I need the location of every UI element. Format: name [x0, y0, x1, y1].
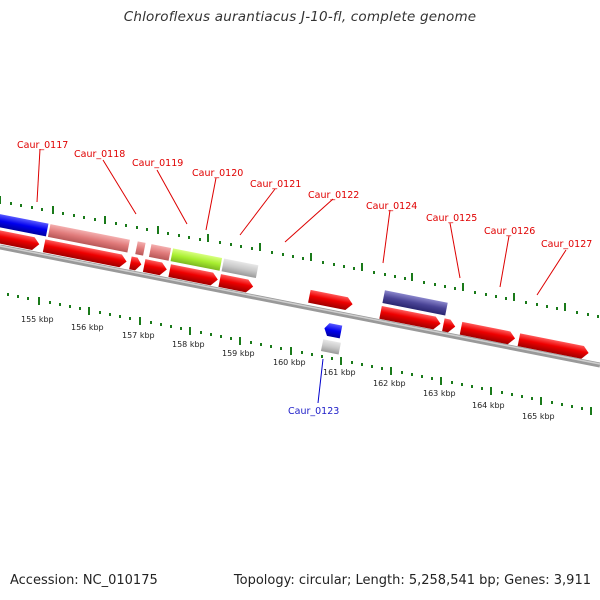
scale-label: 163 kbp — [423, 389, 456, 398]
accession-label: Accession: NC_010175 — [10, 573, 158, 588]
gene-arrow-caur0120[interactable] — [142, 259, 168, 276]
gene-arrow-caur0122[interactable] — [218, 274, 254, 293]
scale-label: 164 kbp — [472, 401, 505, 410]
gene-arrow-caur0119[interactable] — [129, 256, 142, 271]
scale-label: 161 kbp — [323, 368, 356, 377]
gene-bar-caur0123[interactable] — [320, 339, 341, 355]
gene-label-caur0117[interactable]: Caur_0117 — [17, 140, 68, 151]
gene-bar-caur0122[interactable] — [221, 258, 259, 278]
gene-bar-caur0120[interactable] — [148, 244, 172, 261]
topology-label: Topology: circular; Length: 5,258,541 bp… — [233, 573, 591, 588]
gene-bar-caur0118[interactable] — [47, 224, 130, 253]
gene-bar-caur0117[interactable] — [0, 205, 49, 237]
gene-arrow-caur0126[interactable] — [442, 318, 456, 333]
gene-label-caur0118[interactable]: Caur_0118 — [74, 149, 125, 160]
lower-tick-marks — [7, 293, 592, 415]
gene-arrow-next[interactable] — [517, 333, 590, 360]
gene-label-caur0126[interactable]: Caur_0126 — [484, 226, 535, 237]
label-leader-line-caur0123 — [317, 358, 324, 404]
gene-label-caur0122[interactable]: Caur_0122 — [308, 190, 359, 201]
gene-label-caur0123[interactable]: Caur_0123 — [288, 406, 339, 417]
gene-arrow-caur0123[interactable] — [323, 322, 343, 339]
gene-arrow-caur0117[interactable] — [0, 221, 40, 251]
genome-title: Chloroflexus aurantiacus J-10-fl, comple… — [123, 9, 477, 25]
scale-label: 157 kbp — [122, 331, 155, 340]
scale-label: 162 kbp — [373, 379, 406, 388]
scale-label: 156 kbp — [71, 323, 104, 332]
gene-arrow-caur0125[interactable] — [379, 305, 441, 331]
scale-label: 158 kbp — [172, 340, 205, 349]
gene-label-caur0124[interactable]: Caur_0124 — [366, 201, 417, 212]
gene-bar-caur0119[interactable] — [135, 241, 146, 256]
gene-label-caur0125[interactable]: Caur_0125 — [426, 213, 477, 224]
gene-label-caur0119[interactable]: Caur_0119 — [132, 158, 183, 169]
upper-tick-marks — [0, 196, 599, 318]
gene-bar-caur0121[interactable] — [170, 248, 223, 271]
gene-arrow-caur0127[interactable] — [459, 321, 516, 345]
genome-backbone-highlight — [0, 245, 600, 365]
gene-label-caur0121[interactable]: Caur_0121 — [250, 179, 301, 190]
gene-label-caur0127[interactable]: Caur_0127 — [541, 239, 592, 250]
gene-bar-caur0125[interactable] — [382, 290, 448, 316]
scale-label: 165 kbp — [522, 412, 555, 421]
scale-labels: 155 kbp 156 kbp 157 kbp 158 kbp 159 kbp … — [21, 315, 555, 421]
label-leader-lines — [36, 148, 567, 296]
scale-label: 160 kbp — [273, 358, 306, 367]
gene-label-caur0120[interactable]: Caur_0120 — [192, 168, 243, 179]
gene-arrow-caur0124[interactable] — [308, 289, 354, 311]
gene-arrow-caur0118[interactable] — [42, 239, 128, 268]
genome-backbone — [0, 244, 600, 368]
scale-label: 155 kbp — [21, 315, 54, 324]
scale-label: 159 kbp — [222, 349, 255, 358]
forward-strand-arrows — [0, 221, 590, 360]
gene-arrow-caur0121[interactable] — [168, 264, 219, 286]
